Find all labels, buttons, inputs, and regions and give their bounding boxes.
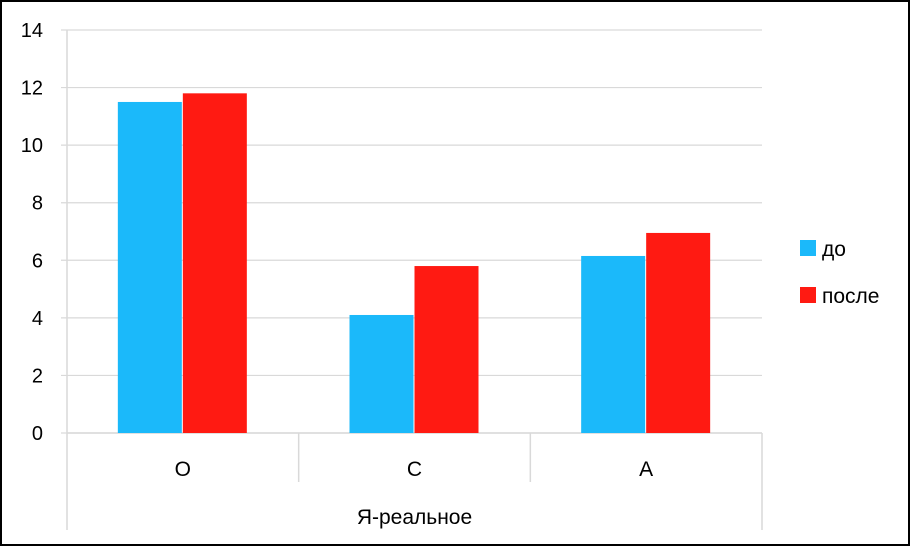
x-tick-label: С: [407, 458, 422, 481]
y-tick-label: 6: [32, 250, 43, 272]
axis-labels: 0 2 4 6 8 10 12 14 О С А Я-реальное: [21, 20, 653, 529]
bar: [581, 255, 646, 433]
bar: [182, 93, 247, 433]
bar: [349, 314, 414, 433]
y-tick-label: 12: [21, 78, 43, 100]
bar: [117, 101, 182, 433]
x-tick-label: О: [175, 458, 191, 481]
y-tick-label: 0: [32, 423, 43, 445]
y-tick-label: 2: [32, 365, 43, 387]
bar: [414, 266, 479, 433]
y-tick-label: 14: [21, 20, 43, 42]
category-group-label: Я-реальное: [357, 506, 472, 529]
y-tick-label: 10: [21, 135, 43, 157]
legend-label: до: [822, 238, 846, 261]
x-tick-label: А: [639, 458, 653, 481]
legend-label: после: [822, 285, 879, 308]
legend-swatch: [800, 240, 816, 256]
y-tick-label: 4: [32, 308, 43, 330]
legend: до после: [800, 238, 879, 308]
bar: [646, 232, 711, 433]
y-tick-label: 8: [32, 193, 43, 215]
legend-swatch: [800, 287, 816, 303]
bars: [117, 93, 711, 433]
